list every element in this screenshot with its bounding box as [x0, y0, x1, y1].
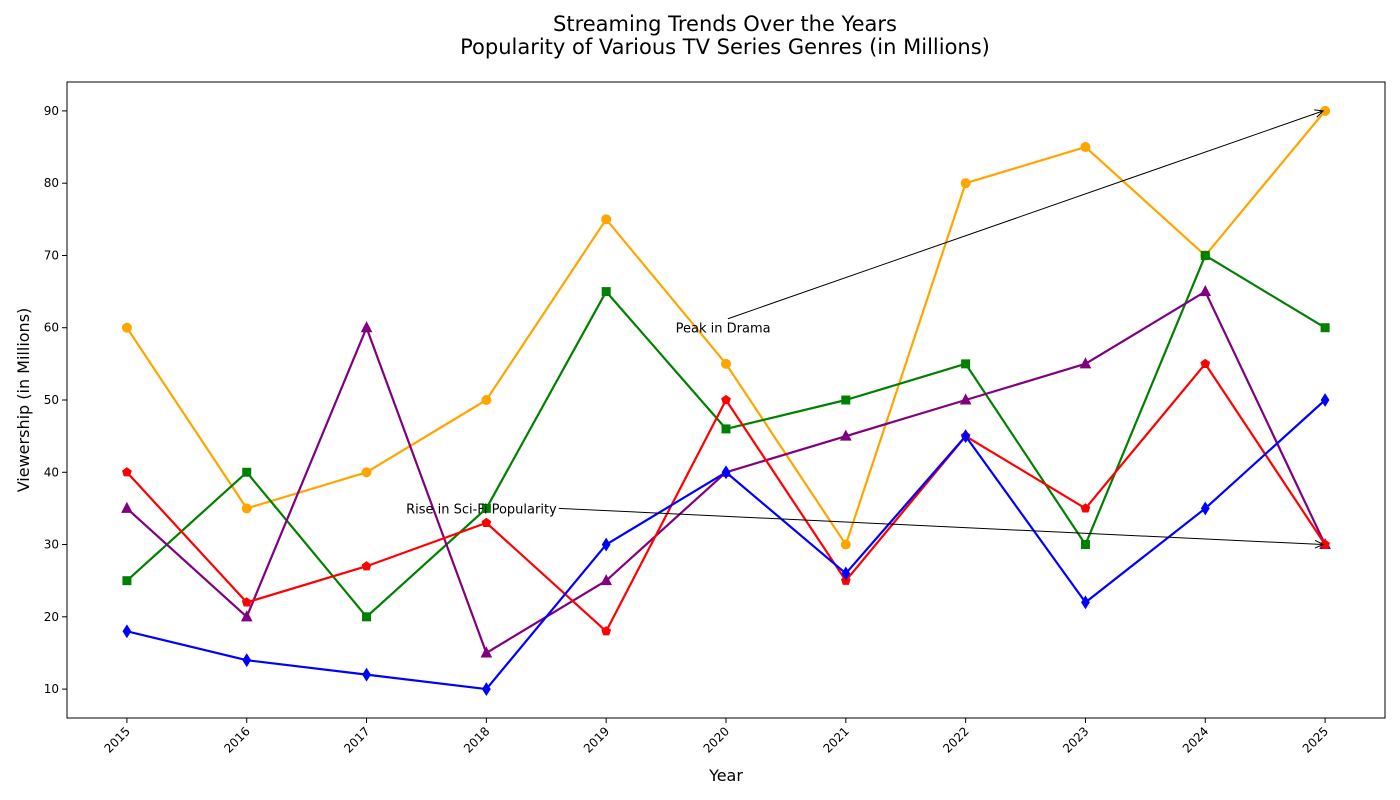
data-point-marker: [721, 358, 731, 369]
x-tick-label: 2022: [940, 724, 971, 755]
annotation-arrow-head: [1314, 109, 1325, 118]
chart-title-line-1: Streaming Trends Over the Years: [553, 12, 897, 36]
x-tick-label: 2023: [1060, 724, 1091, 755]
data-point-marker: [1079, 357, 1092, 369]
y-tick-label: 90: [44, 104, 59, 118]
y-tick-label: 60: [44, 321, 59, 335]
data-point-marker: [121, 501, 133, 513]
data-point-marker: [959, 393, 972, 405]
x-tick-label: 2017: [341, 724, 372, 755]
data-point-marker: [961, 359, 971, 369]
annotation-arrow-head: [1314, 539, 1325, 549]
x-tick-label: 2024: [1180, 724, 1211, 755]
data-point-marker: [121, 322, 132, 333]
data-point-marker: [840, 539, 851, 550]
x-tick-label: 2018: [461, 724, 492, 755]
data-point-marker: [241, 503, 252, 514]
data-point-marker: [481, 503, 491, 513]
data-point-marker: [481, 517, 492, 527]
y-tick-label: 30: [44, 538, 59, 552]
data-point-marker: [481, 682, 491, 697]
data-point-marker: [839, 429, 852, 441]
annotation-1: Peak in Drama: [676, 109, 1325, 337]
data-point-marker: [122, 576, 132, 586]
data-point-marker: [841, 395, 851, 405]
data-point-marker: [122, 467, 132, 477]
data-point-marker: [240, 610, 253, 622]
annotation-text: Rise in Sci-Fi Popularity: [406, 502, 557, 517]
data-point-marker: [1080, 142, 1091, 153]
annotation-2: Rise in Sci-Fi Popularity: [406, 502, 1325, 549]
data-point-marker: [361, 467, 372, 478]
data-point-marker: [1320, 393, 1330, 407]
data-point-marker: [601, 626, 612, 636]
data-point-marker: [122, 624, 132, 639]
data-point-marker: [1081, 595, 1090, 610]
annotation-arrow-line: [558, 507, 1324, 546]
y-tick-label: 80: [44, 176, 59, 190]
data-point-marker: [362, 667, 371, 682]
series-layer: [121, 105, 1331, 697]
data-point-marker: [481, 395, 492, 405]
data-point-marker: [1200, 250, 1210, 260]
series-2: [122, 250, 1330, 622]
data-point-marker: [1080, 503, 1091, 513]
series-1: [121, 105, 1331, 550]
data-point-marker: [721, 465, 731, 480]
data-point-marker: [361, 561, 372, 571]
data-point-marker: [360, 321, 373, 333]
data-point-marker: [721, 424, 731, 434]
data-point-marker: [242, 653, 252, 668]
data-point-marker: [960, 178, 971, 189]
data-point-marker: [242, 467, 252, 477]
y-axis-label: Viewership (in Millions): [14, 308, 33, 493]
data-point-marker: [601, 287, 611, 297]
x-tick-label: 2015: [102, 724, 133, 755]
series-5: [122, 393, 1330, 697]
data-point-marker: [241, 597, 252, 607]
data-point-marker: [841, 566, 851, 581]
data-point-marker: [480, 646, 493, 658]
data-point-marker: [1200, 501, 1210, 516]
chart-title-line-2: Popularity of Various TV Series Genres (…: [460, 35, 990, 59]
annotation-layer: Peak in Drama Rise in Sci-Fi Popularity: [406, 109, 1325, 549]
data-point-marker: [1320, 323, 1330, 333]
plot-area-frame: [66, 81, 1386, 719]
y-tick-label: 70: [44, 248, 59, 262]
x-tick-label: 2020: [701, 724, 732, 755]
data-point-marker: [1080, 540, 1090, 550]
x-tick-label: 2016: [221, 724, 252, 755]
data-point-marker: [1200, 358, 1211, 368]
y-axis-ticks: 10 20 30 40 50 60 70 80 90: [44, 104, 67, 696]
x-tick-label: 2025: [1300, 724, 1331, 755]
data-point-marker: [721, 394, 731, 405]
y-tick-label: 10: [44, 682, 59, 696]
x-tick-label: 2021: [820, 724, 851, 755]
data-point-marker: [601, 537, 611, 552]
x-axis-label: Year: [708, 766, 743, 785]
y-tick-label: 20: [44, 610, 59, 624]
x-tick-label: 2019: [581, 724, 612, 755]
data-point-marker: [1199, 285, 1212, 297]
series-4: [122, 358, 1330, 636]
y-tick-label: 40: [44, 465, 59, 479]
data-point-marker: [362, 612, 372, 622]
data-point-marker: [601, 214, 612, 225]
x-axis-ticks: 2015 2016 2017 2018 2019 2020 2021 2022 2023 2024…: [102, 718, 1331, 756]
y-tick-label: 50: [44, 393, 59, 407]
annotation-text: Peak in Drama: [676, 322, 771, 337]
data-point-marker: [600, 574, 613, 586]
data-point-marker: [961, 429, 971, 444]
data-point-marker: [1320, 539, 1330, 549]
annotation-arrow-line: [727, 110, 1324, 320]
